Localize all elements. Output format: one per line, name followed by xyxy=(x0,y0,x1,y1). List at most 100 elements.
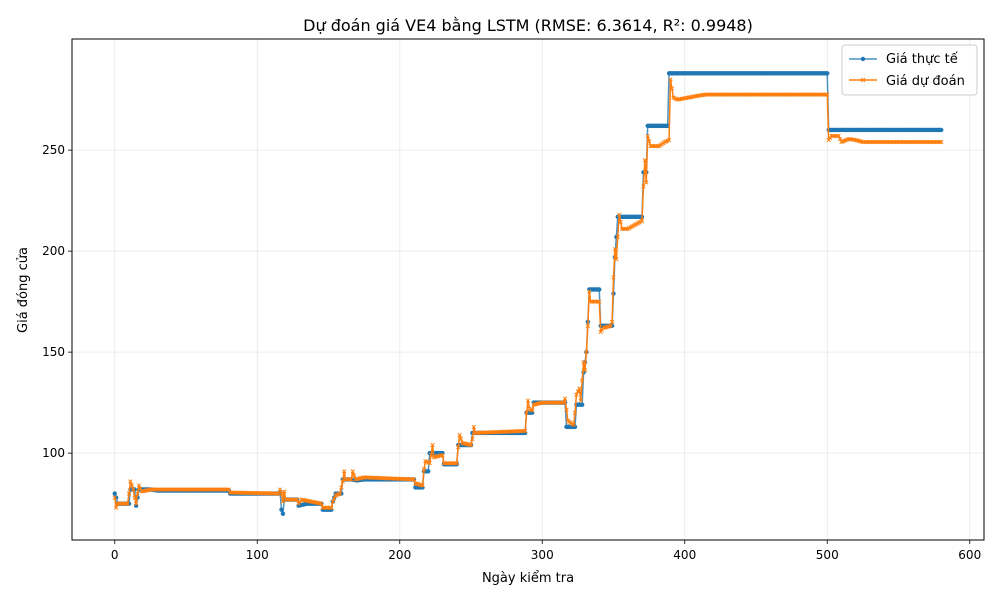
data-point-predicted xyxy=(411,477,417,482)
data-point-predicted xyxy=(332,496,337,501)
data-point-predicted xyxy=(342,469,347,474)
data-point-predicted xyxy=(123,501,129,506)
data-point-predicted xyxy=(644,180,649,185)
data-point-predicted xyxy=(129,483,135,488)
y-axis-label: Giá đóng cửa xyxy=(16,247,31,333)
data-point-predicted xyxy=(611,275,616,280)
data-point-predicted xyxy=(585,323,591,329)
data-point-predicted xyxy=(587,289,592,294)
data-point-predicted xyxy=(125,501,130,506)
data-point-predicted xyxy=(133,501,139,506)
data-point-predicted xyxy=(327,505,333,510)
data-point-predicted xyxy=(339,485,344,490)
data-point-predicted xyxy=(525,398,531,403)
data-point-predicted xyxy=(330,499,335,504)
data-point-predicted xyxy=(575,389,581,394)
data-point-predicted xyxy=(582,368,588,373)
data-point-predicted xyxy=(454,461,459,466)
data-point-predicted xyxy=(282,489,287,494)
data-point-predicted xyxy=(669,86,675,91)
data-point-actual xyxy=(939,127,944,133)
data-point-actual xyxy=(825,71,830,76)
legend: Giá thực tế Giá dự đoán xyxy=(841,44,978,96)
x-tick-label: 600 xyxy=(958,548,981,562)
data-point-predicted xyxy=(457,432,462,438)
chart-title: Dự đoán giá VE4 bằng LSTM (RMSE: 6.3614,… xyxy=(303,16,753,35)
x-tick-label: 200 xyxy=(388,548,411,562)
data-point-predicted xyxy=(329,505,334,510)
data-point-predicted xyxy=(458,436,464,442)
data-point-predicted xyxy=(349,477,354,482)
data-point-predicted xyxy=(521,428,526,434)
data-point-predicted xyxy=(618,219,623,224)
data-point-predicted xyxy=(572,410,578,415)
data-point-predicted xyxy=(427,461,432,466)
data-point-predicted xyxy=(114,505,119,510)
data-point-predicted xyxy=(132,495,137,500)
series-group xyxy=(112,71,944,516)
data-point-predicted xyxy=(453,461,458,466)
data-point-predicted xyxy=(337,491,343,496)
ticks: 0 100 200 300 400 500 600 100 150 200 250 xyxy=(42,143,981,562)
data-point-predicted xyxy=(319,501,324,506)
y-tick-label: 100 xyxy=(42,446,65,460)
data-point-predicted xyxy=(280,499,286,504)
data-point-predicted xyxy=(351,473,357,478)
grid xyxy=(72,39,984,540)
data-point-predicted xyxy=(410,477,415,482)
data-point-actual xyxy=(279,507,284,512)
legend-label-predicted: Giá dự đoán xyxy=(886,74,965,89)
data-point-predicted xyxy=(128,479,133,484)
data-point-predicted xyxy=(609,319,615,324)
data-point-predicted xyxy=(340,479,345,484)
data-point-predicted xyxy=(126,491,132,496)
data-point-actual xyxy=(112,491,117,496)
data-point-predicted xyxy=(645,133,650,139)
legend-box xyxy=(841,44,978,96)
data-point-predicted xyxy=(579,378,585,383)
data-point-predicted xyxy=(112,495,117,500)
data-point-predicted xyxy=(530,408,535,413)
data-point-predicted xyxy=(524,410,529,415)
data-point-predicted xyxy=(350,469,355,474)
data-point-predicted xyxy=(937,139,942,145)
data-point-predicted xyxy=(571,422,576,428)
data-point-predicted xyxy=(646,138,652,144)
data-point-predicted xyxy=(347,477,353,482)
data-point-predicted xyxy=(577,386,582,391)
data-point-predicted xyxy=(456,444,461,450)
data-point-predicted xyxy=(624,226,629,232)
data-point-predicted xyxy=(440,452,445,458)
x-axis-label: Ngày kiểm tra xyxy=(482,571,574,586)
y-tick-label: 250 xyxy=(42,143,65,157)
data-point-predicted xyxy=(668,77,673,82)
data-point-predicted xyxy=(136,483,142,488)
data-point-predicted xyxy=(468,442,474,448)
y-tick-label: 150 xyxy=(42,345,65,359)
x-tick-label: 0 xyxy=(111,548,119,562)
data-point-predicted xyxy=(666,137,672,143)
x-tick-label: 500 xyxy=(816,548,839,562)
data-point-predicted xyxy=(420,483,425,488)
data-point-predicted xyxy=(421,467,427,472)
data-point-predicted xyxy=(597,299,602,304)
data-point-predicted xyxy=(277,487,283,492)
data-point-predicted xyxy=(294,497,300,502)
data-point-predicted xyxy=(430,442,435,448)
x-tick-label: 300 xyxy=(531,548,554,562)
data-point-predicted xyxy=(560,400,565,405)
legend-marker-predicted xyxy=(860,77,866,83)
data-point-predicted xyxy=(939,139,944,145)
data-point-predicted xyxy=(131,487,136,492)
data-point-predicted xyxy=(279,491,284,496)
data-point-predicted xyxy=(135,491,140,496)
data-point-predicted xyxy=(642,158,648,163)
data-point-predicted xyxy=(561,400,566,405)
data-point-actual xyxy=(579,402,585,407)
data-point-predicted xyxy=(655,143,660,149)
data-point-predicted xyxy=(584,349,589,355)
series-predicted xyxy=(112,77,944,510)
data-point-predicted xyxy=(471,424,477,430)
